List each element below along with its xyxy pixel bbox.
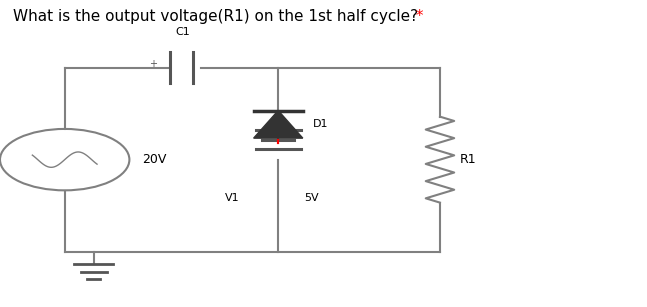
Text: V1: V1 <box>225 193 239 203</box>
Text: 20V: 20V <box>142 153 167 166</box>
Text: What is the output voltage(R1) on the 1st half cycle?: What is the output voltage(R1) on the 1s… <box>13 9 418 24</box>
Text: +: + <box>149 60 157 69</box>
Polygon shape <box>254 111 303 138</box>
Text: C1: C1 <box>175 27 190 37</box>
Text: R1: R1 <box>459 153 476 166</box>
Text: *: * <box>411 9 424 24</box>
Text: 5V: 5V <box>304 193 319 203</box>
Text: D1: D1 <box>313 119 328 129</box>
